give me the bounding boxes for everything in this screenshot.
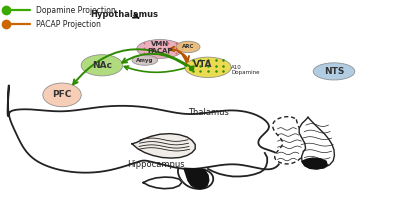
Ellipse shape bbox=[43, 83, 81, 107]
Text: VTA: VTA bbox=[194, 60, 213, 69]
Text: Hippocampus: Hippocampus bbox=[127, 160, 185, 169]
Ellipse shape bbox=[185, 57, 231, 78]
Polygon shape bbox=[8, 86, 281, 172]
Text: A10
Dopamine: A10 Dopamine bbox=[231, 65, 260, 75]
Polygon shape bbox=[299, 117, 334, 169]
Text: Dopamine Projection: Dopamine Projection bbox=[36, 6, 116, 15]
Text: ARC: ARC bbox=[182, 44, 194, 49]
Text: VMN
PACAP: VMN PACAP bbox=[147, 41, 173, 54]
Ellipse shape bbox=[81, 55, 123, 76]
Text: NTS: NTS bbox=[324, 67, 344, 76]
Ellipse shape bbox=[176, 41, 200, 53]
Text: Hypothalamus: Hypothalamus bbox=[90, 10, 158, 19]
Text: Amyg: Amyg bbox=[136, 58, 154, 63]
Text: PFC: PFC bbox=[52, 90, 72, 99]
Text: Thalamus: Thalamus bbox=[188, 108, 228, 117]
Polygon shape bbox=[143, 177, 182, 189]
Ellipse shape bbox=[137, 40, 183, 58]
Ellipse shape bbox=[132, 55, 158, 65]
Ellipse shape bbox=[313, 63, 355, 80]
Polygon shape bbox=[184, 168, 209, 189]
Text: NAc: NAc bbox=[92, 61, 112, 70]
Polygon shape bbox=[132, 134, 195, 158]
Polygon shape bbox=[9, 115, 109, 204]
Polygon shape bbox=[302, 158, 327, 169]
Polygon shape bbox=[273, 117, 305, 164]
Polygon shape bbox=[178, 169, 213, 189]
Text: PACAP Projection: PACAP Projection bbox=[36, 20, 101, 29]
